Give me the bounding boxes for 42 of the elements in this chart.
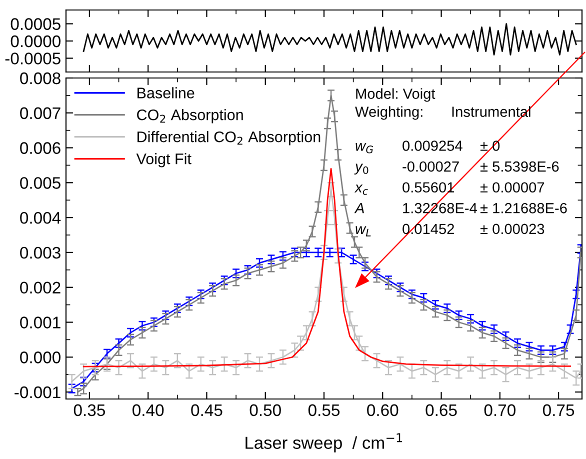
legend-label: Differential CO$_{2}$ Absorption [138,131,320,146]
x-axis-title: Laser sweep / cm$^{−1}$ [246,433,402,452]
annotation: 0.55601 [402,182,454,193]
legend-label: CO$_{2}$ Absorption [137,109,243,124]
annotation: ± 5.5398E-6 [480,161,559,172]
annotation: Weighting: [355,106,422,120]
annotation: ± 0.00007 [480,182,544,193]
y-tick-label: 0.000 [20,352,60,364]
y-tick-label: 0.006 [20,142,60,154]
annotation: y$_{0}$ [354,164,368,175]
annotation: 0.009254 [402,140,462,151]
y-tick-label: 0.005 [20,177,60,189]
x-tick-label: 0.45 [191,404,222,416]
annotation: ± 0.00023 [480,224,544,234]
x-tick-label: 0.70 [484,404,516,416]
annotation: x$_{c}$ [354,184,368,195]
annotation: ± 0 [480,140,500,151]
x-tick-label: 0.65 [426,404,457,416]
y-tick-label: 0.0005 [10,18,60,30]
legend-label: Baseline [138,87,194,98]
annotation: ± 1.21688E-6 [480,202,567,214]
y-tick-label: 0.008 [20,72,60,84]
annotation: w$_{G}$ [356,143,374,154]
annotation: A [354,203,364,214]
y-tick-label: 0.003 [20,246,60,259]
y-tick-label: -0.0005 [5,52,60,64]
x-tick-label: 0.60 [367,404,398,416]
y-tick-label: 0.002 [20,282,60,294]
annotation: Model: Voigt [356,88,436,102]
annotation: w$_{L}$ [356,226,371,236]
x-tick-label: 0.35 [74,404,105,416]
x-tick-label: 0.75 [542,404,574,416]
y-tick-label: 0.004 [20,212,61,224]
y-tick-label: -0.001 [14,386,60,398]
annotation: -0.00027 [402,161,459,172]
x-tick-label: 0.55 [308,404,340,416]
y-tick-label: 0.007 [20,107,60,120]
y-tick-label: 0.0000 [10,35,60,48]
y-tick-label: 0.001 [20,316,60,328]
x-tick-label: 0.50 [250,404,281,416]
legend-label: Voigt Fit [136,153,192,168]
x-tick-label: 0.40 [132,404,164,416]
